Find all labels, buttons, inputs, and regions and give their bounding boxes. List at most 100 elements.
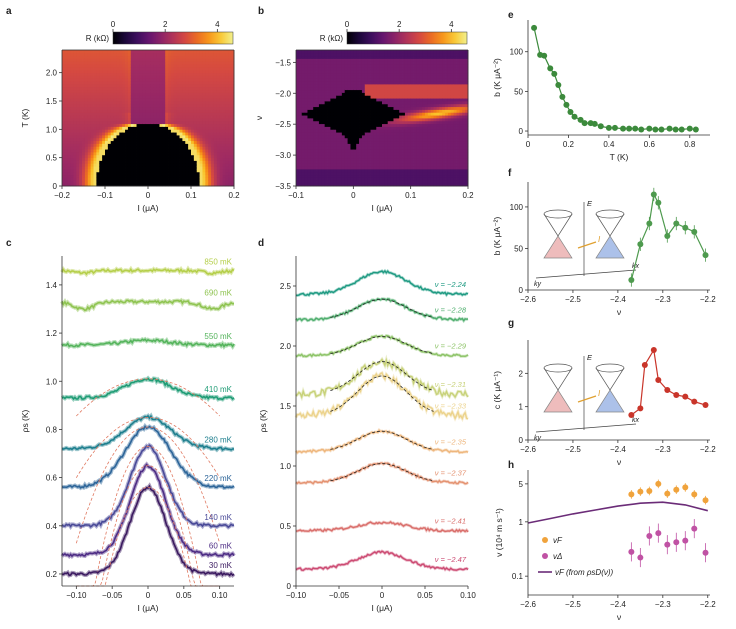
heatmap-cell bbox=[318, 180, 323, 184]
heatmap-cell bbox=[393, 86, 397, 91]
heatmap-cell bbox=[333, 126, 337, 130]
heatmap-cell bbox=[107, 101, 112, 105]
heatmap-cell bbox=[333, 152, 337, 156]
heatmap-cell bbox=[341, 146, 346, 150]
heatmap-cell bbox=[219, 152, 223, 156]
heatmap-cell bbox=[321, 106, 326, 110]
heatmap-cell bbox=[407, 115, 412, 119]
heatmap-cell bbox=[213, 67, 218, 71]
heatmap-cell bbox=[367, 106, 371, 110]
heatmap-cell bbox=[390, 135, 394, 139]
heatmap-cell bbox=[379, 72, 383, 76]
heatmap-cell bbox=[307, 166, 311, 170]
heatmap-cell bbox=[191, 140, 195, 144]
heatmap-cell bbox=[359, 132, 363, 136]
heatmap-cell bbox=[364, 89, 369, 93]
heatmap-cell bbox=[170, 177, 175, 181]
heatmap-cell bbox=[370, 61, 374, 65]
heatmap-cell bbox=[142, 64, 146, 68]
heatmap-cell bbox=[168, 118, 172, 122]
heatmap-cell bbox=[341, 140, 346, 144]
heatmap-cell bbox=[399, 146, 403, 150]
heatmap-cell bbox=[353, 120, 357, 125]
heatmap-cell bbox=[110, 89, 114, 93]
heatmap-cell bbox=[130, 52, 135, 57]
heatmap-cell bbox=[165, 152, 169, 156]
heatmap-cell bbox=[353, 109, 357, 113]
heatmap-cell bbox=[130, 89, 135, 93]
heatmap-cell bbox=[107, 72, 112, 76]
heatmap-cell bbox=[341, 180, 346, 184]
heatmap-cell bbox=[150, 61, 155, 65]
heatmap-cell bbox=[165, 166, 169, 170]
heatmap-cell bbox=[125, 106, 129, 110]
heatmap-cell bbox=[364, 137, 369, 142]
heatmap-cell bbox=[231, 137, 235, 142]
heatmap-cell bbox=[107, 163, 112, 167]
heatmap-cell bbox=[313, 103, 317, 108]
heatmap-cell bbox=[202, 84, 206, 88]
heatmap-cell bbox=[185, 174, 189, 178]
heatmap-cell bbox=[148, 174, 152, 178]
heatmap-cell bbox=[219, 166, 223, 170]
heatmap-cell bbox=[402, 152, 406, 156]
heatmap-cell bbox=[304, 123, 308, 127]
heatmap-cell bbox=[359, 118, 363, 122]
heatmap-cell bbox=[390, 171, 394, 176]
heatmap-cell bbox=[361, 166, 366, 170]
heatmap-cell bbox=[196, 149, 200, 153]
heatmap-cell bbox=[376, 123, 380, 127]
heatmap-cell bbox=[185, 137, 189, 142]
heatmap-cell bbox=[188, 126, 192, 130]
heatmap-cell bbox=[156, 95, 160, 99]
heatmap-cell bbox=[170, 152, 175, 156]
heatmap-cell bbox=[173, 166, 178, 170]
heatmap-cell bbox=[153, 101, 157, 105]
heatmap-cell bbox=[225, 152, 229, 156]
heatmap-cell bbox=[87, 129, 92, 133]
heatmap-cell bbox=[344, 160, 348, 164]
heatmap-cell bbox=[179, 58, 183, 62]
heatmap-cell bbox=[87, 52, 92, 57]
heatmap-cell bbox=[150, 89, 155, 93]
heatmap-cell bbox=[344, 163, 348, 167]
heatmap-cell bbox=[179, 163, 183, 167]
heatmap-cell bbox=[153, 137, 157, 142]
heatmap-cell bbox=[211, 58, 215, 62]
heatmap-cell bbox=[301, 81, 305, 85]
heatmap-cell bbox=[116, 154, 120, 159]
heatmap-cell bbox=[313, 132, 317, 136]
heatmap-cell bbox=[148, 171, 152, 176]
heatmap-cell bbox=[304, 115, 308, 119]
heatmap-cell bbox=[347, 146, 351, 150]
heatmap-cell bbox=[333, 72, 337, 76]
heatmap-cell bbox=[416, 137, 420, 142]
heatmap-cell bbox=[344, 55, 348, 59]
heatmap-cell bbox=[133, 174, 137, 178]
heatmap-cell bbox=[361, 115, 366, 119]
heatmap-cell bbox=[145, 58, 149, 62]
heatmap-cell bbox=[219, 140, 223, 144]
heatmap-cell bbox=[79, 160, 83, 164]
heatmap-cell bbox=[364, 72, 369, 76]
heatmap-cell bbox=[202, 149, 206, 153]
heatmap-cell bbox=[205, 81, 209, 85]
heatmap-cell bbox=[390, 98, 394, 102]
heatmap-cell bbox=[173, 103, 178, 108]
heatmap-cell bbox=[150, 140, 155, 144]
heatmap-cell bbox=[193, 55, 198, 59]
heatmap-cell bbox=[159, 120, 163, 125]
heatmap-cell bbox=[62, 75, 66, 79]
heatmap-cell bbox=[87, 61, 92, 65]
heatmap-cell bbox=[191, 171, 195, 176]
heatmap-cell bbox=[82, 135, 86, 139]
heatmap-cell bbox=[93, 72, 97, 76]
heatmap-cell bbox=[419, 183, 423, 187]
heatmap-cell bbox=[202, 166, 206, 170]
heatmap-cell bbox=[162, 123, 166, 127]
heatmap-cell bbox=[228, 55, 232, 59]
heatmap-cell bbox=[396, 143, 400, 147]
heatmap-cell bbox=[373, 69, 377, 74]
heatmap-cell bbox=[367, 103, 371, 108]
heatmap-cell bbox=[228, 61, 232, 65]
